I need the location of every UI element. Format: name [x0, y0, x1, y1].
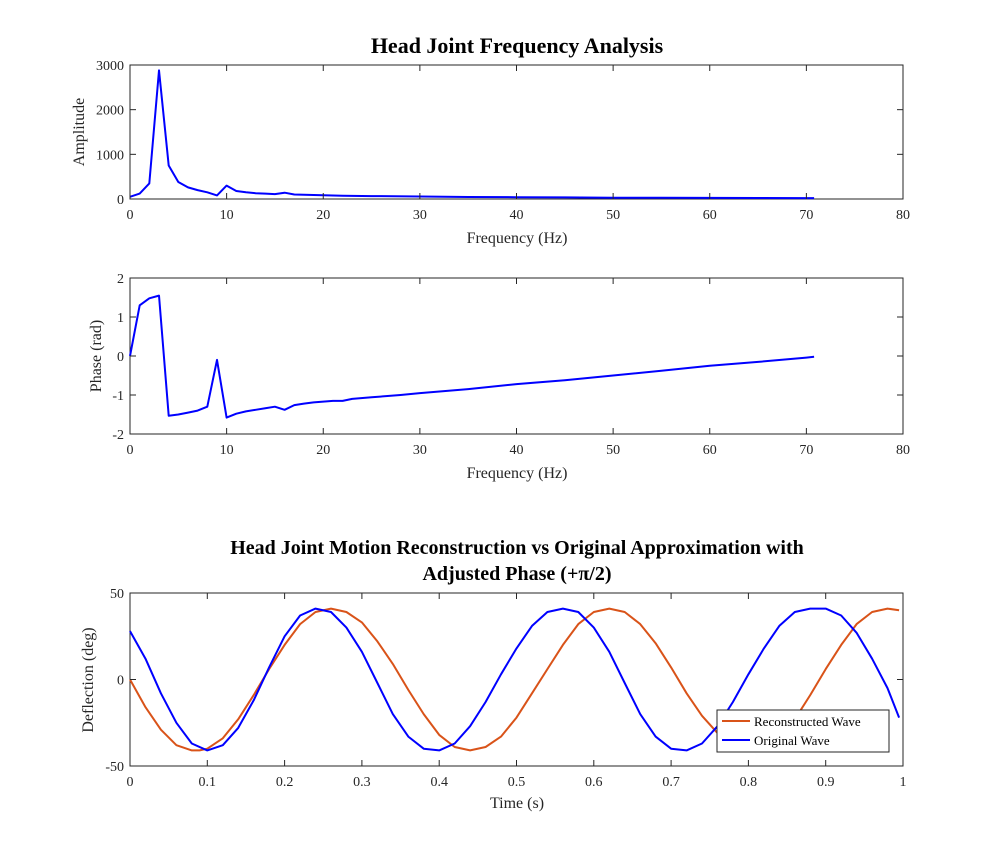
phase-y-tick-label: 2 — [117, 272, 124, 287]
phase-y-tick-label: 1 — [117, 311, 124, 326]
amplitude-y-tick-label: 2000 — [96, 104, 124, 119]
amplitude-x-tick-label: 80 — [896, 208, 910, 223]
amplitude-axes-box — [129, 64, 904, 200]
amplitude-x-tick-label: 60 — [703, 208, 717, 223]
phase-x-ticks: 0 10 20 30 40 50 60 70 80 — [127, 278, 910, 458]
reconstruction-y-label: Deflection (deg) — [80, 627, 97, 732]
phase-x-tick-label: 40 — [510, 443, 524, 458]
amplitude-x-tick-label: 10 — [220, 208, 234, 223]
reconstruction-x-tick-label: 0.7 — [662, 775, 680, 790]
amplitude-y-tick-label: 3000 — [96, 59, 124, 74]
reconstruction-x-ticks: 0 0.1 0.2 0.3 0.4 0.5 0.6 0.7 0.8 0.9 1 — [127, 593, 907, 790]
amplitude-panel: Head Joint Frequency Analysis 0 10 20 30 40 5… — [71, 33, 910, 247]
phase-x-tick-label: 0 — [127, 443, 134, 458]
reconstruction-chart-title: Head Joint Motion Reconstruction vs Orig… — [230, 537, 804, 559]
phase-x-tick-label: 70 — [799, 443, 813, 458]
reconstruction-x-tick-label: 0.9 — [817, 775, 835, 790]
phase-x-tick-label: 30 — [413, 443, 427, 458]
amplitude-series — [129, 69, 815, 200]
amplitude-y-label: Amplitude — [71, 98, 88, 166]
phase-x-tick-label: 10 — [220, 443, 234, 458]
phase-y-tick-label: 0 — [117, 350, 124, 365]
phase-x-tick-label: 60 — [703, 443, 717, 458]
phase-y-tick-label: -1 — [112, 389, 124, 404]
reconstruction-y-tick-label: 50 — [110, 587, 124, 602]
reconstruction-x-tick-label: 0 — [127, 775, 134, 790]
amplitude-x-tick-label: 50 — [606, 208, 620, 223]
amplitude-y-ticks: 0 1000 2000 3000 — [96, 59, 903, 208]
amplitude-x-tick-label: 20 — [316, 208, 330, 223]
phase-y-tick-label: -2 — [112, 428, 124, 443]
legend-label-reconstructed: Reconstructed Wave — [754, 714, 861, 729]
phase-x-tick-label: 80 — [896, 443, 910, 458]
phase-x-tick-label: 50 — [606, 443, 620, 458]
original-wave-series — [129, 607, 901, 752]
phase-x-tick-label: 20 — [316, 443, 330, 458]
reconstruction-y-tick-label: -50 — [105, 760, 124, 775]
amplitude-x-ticks: 0 10 20 30 40 50 60 70 80 — [127, 65, 910, 223]
reconstruction-x-tick-label: 0.2 — [276, 775, 294, 790]
reconstruction-panel: Head Joint Motion Reconstruction vs Orig… — [80, 537, 907, 812]
reconstruction-x-tick-label: 0.6 — [585, 775, 603, 790]
amplitude-x-tick-label: 0 — [127, 208, 134, 223]
reconstruction-x-label: Time (s) — [490, 795, 544, 812]
amplitude-x-tick-label: 30 — [413, 208, 427, 223]
reconstruction-x-tick-label: 1 — [900, 775, 907, 790]
amplitude-line-series — [129, 69, 815, 200]
reconstruction-x-tick-label: 0.3 — [353, 775, 371, 790]
phase-y-ticks: -2 -1 0 1 2 — [112, 272, 903, 443]
reconstruction-chart-subtitle: Adjusted Phase (+π/2) — [422, 563, 611, 585]
phase-y-label: Phase (rad) — [88, 320, 105, 392]
reconstruction-x-tick-label: 0.1 — [199, 775, 217, 790]
amplitude-x-label: Frequency (Hz) — [467, 230, 568, 247]
phase-x-label: Frequency (Hz) — [467, 465, 568, 482]
amplitude-x-tick-label: 70 — [799, 208, 813, 223]
phase-line-series — [129, 294, 815, 419]
phase-series — [129, 294, 815, 419]
legend: Reconstructed Wave Original Wave — [716, 709, 890, 753]
reconstruction-x-tick-label: 0.5 — [508, 775, 526, 790]
reconstruction-y-ticks: -50 0 50 — [105, 587, 903, 775]
phase-panel: 0 10 20 30 40 50 60 70 80 -2 -1 0 1 2 Frequency (Hz)… — [88, 272, 910, 482]
reconstruction-x-tick-label: 0.4 — [430, 775, 448, 790]
amplitude-chart-title: Head Joint Frequency Analysis — [371, 33, 664, 58]
amplitude-y-tick-label: 0 — [117, 193, 124, 208]
reconstruction-y-tick-label: 0 — [117, 674, 124, 689]
amplitude-y-tick-label: 1000 — [96, 148, 124, 163]
reconstruction-x-tick-label: 0.8 — [740, 775, 758, 790]
phase-axes-box — [129, 277, 904, 435]
legend-box — [716, 709, 890, 753]
legend-label-original: Original Wave — [754, 733, 830, 748]
amplitude-x-tick-label: 40 — [510, 208, 524, 223]
